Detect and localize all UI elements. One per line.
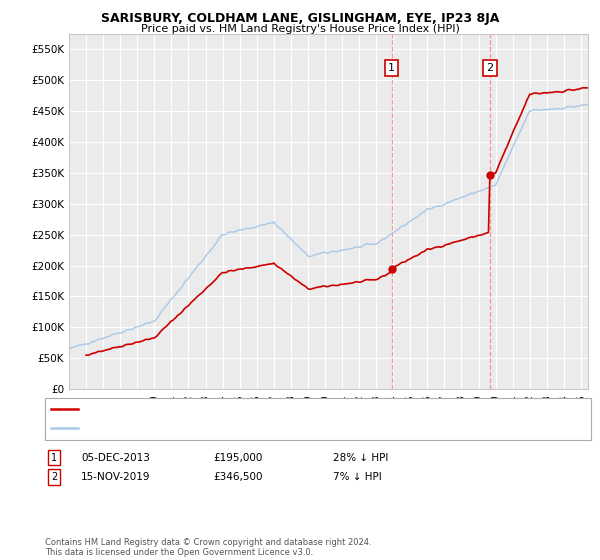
- Text: £346,500: £346,500: [213, 472, 263, 482]
- Text: SARISBURY, COLDHAM LANE, GISLINGHAM, EYE, IP23 8JA (detached house): SARISBURY, COLDHAM LANE, GISLINGHAM, EYE…: [83, 405, 439, 414]
- Text: 05-DEC-2013: 05-DEC-2013: [81, 452, 150, 463]
- Text: SARISBURY, COLDHAM LANE, GISLINGHAM, EYE, IP23 8JA: SARISBURY, COLDHAM LANE, GISLINGHAM, EYE…: [101, 12, 499, 25]
- Text: HPI: Average price, detached house, Mid Suffolk: HPI: Average price, detached house, Mid …: [83, 423, 311, 432]
- Text: 2: 2: [487, 63, 493, 73]
- Text: Price paid vs. HM Land Registry's House Price Index (HPI): Price paid vs. HM Land Registry's House …: [140, 24, 460, 34]
- Text: 28% ↓ HPI: 28% ↓ HPI: [333, 452, 388, 463]
- Text: 15-NOV-2019: 15-NOV-2019: [81, 472, 151, 482]
- Text: £195,000: £195,000: [213, 452, 262, 463]
- Text: Contains HM Land Registry data © Crown copyright and database right 2024.
This d: Contains HM Land Registry data © Crown c…: [45, 538, 371, 557]
- Text: 1: 1: [51, 452, 57, 463]
- Text: 7% ↓ HPI: 7% ↓ HPI: [333, 472, 382, 482]
- Text: 1: 1: [388, 63, 395, 73]
- Text: 2: 2: [51, 472, 57, 482]
